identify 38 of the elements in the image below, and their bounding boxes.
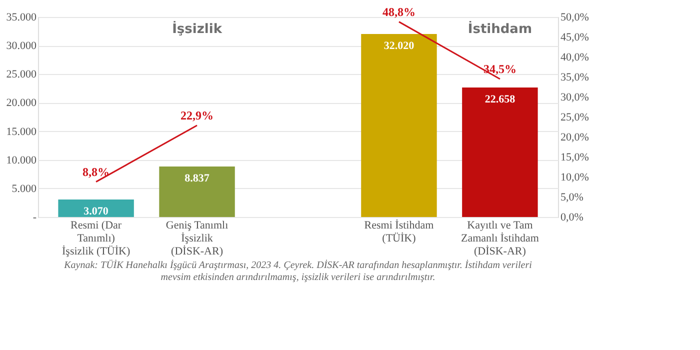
y-tick-label: 30.000 bbox=[6, 40, 37, 52]
y2-tick-label: 50,0% bbox=[560, 12, 589, 24]
y2-tick-label: 45,0% bbox=[560, 32, 589, 44]
x-tick-label: Resmi İstihdam (TÜİK) bbox=[364, 218, 434, 244]
y-tick-label: 25.000 bbox=[6, 68, 37, 81]
x-tick-label: Geniş Tanımlı İşsizlik (DİSK-AR) bbox=[166, 220, 228, 258]
data-label: 8.837 bbox=[184, 172, 210, 185]
y2-tick-label: 5,0% bbox=[560, 192, 584, 204]
y2-tick-label: 25,0% bbox=[560, 112, 589, 124]
data-label: 48,8% bbox=[382, 4, 416, 19]
data-label: 8,8% bbox=[82, 164, 110, 179]
y-tick-label: - bbox=[32, 212, 37, 224]
annotation: İşsizlik bbox=[172, 20, 222, 37]
text: Kaynak: TÜİK Hanehalkı İşgücü Araştırması, 2023 4. Çeyrek. DİSK-AR tarafından hesaplanmıştır. İstihdam verileri mevsim etkisinden arındırılmamış, işsizlik verileri ise arındırılmıştır. bbox=[63, 259, 532, 283]
y2-tick-label: 15,0% bbox=[560, 152, 589, 164]
y-tick-label: 5.000 bbox=[12, 182, 37, 195]
data-label: 32.020 bbox=[384, 40, 415, 52]
bar bbox=[159, 166, 235, 217]
y-tick-label: 10.000 bbox=[6, 154, 37, 166]
y2-tick-label: 0,0% bbox=[560, 212, 584, 224]
bar bbox=[58, 199, 134, 217]
y2-tick-label: 35,0% bbox=[560, 72, 589, 84]
y2-tick-label: 20,0% bbox=[560, 132, 589, 144]
y-tick-label: 35.000 bbox=[6, 12, 37, 24]
data-label: 22,9% bbox=[180, 108, 214, 122]
data-label: 34,5% bbox=[483, 62, 516, 76]
y2-tick-label: 40,0% bbox=[560, 52, 589, 64]
y2-tick-label: 10,0% bbox=[560, 172, 589, 184]
x-tick-label: Resmi (Dar Tanımlı) İşsizlik (TÜİK) bbox=[62, 220, 130, 258]
annotation: İstihdam bbox=[468, 20, 532, 37]
bar bbox=[361, 34, 437, 217]
y-tick-label: 15.000 bbox=[6, 126, 37, 138]
y-tick-label: 20.000 bbox=[6, 97, 37, 110]
data-label: 22.658 bbox=[484, 94, 516, 106]
x-tick-label: Kayıtlı ve Tam Zamanlı İstihdam (DİSK-AR) bbox=[460, 220, 540, 258]
y2-tick-label: 30,0% bbox=[560, 92, 589, 104]
bar bbox=[462, 88, 538, 217]
data-label: 3.070 bbox=[84, 205, 109, 218]
